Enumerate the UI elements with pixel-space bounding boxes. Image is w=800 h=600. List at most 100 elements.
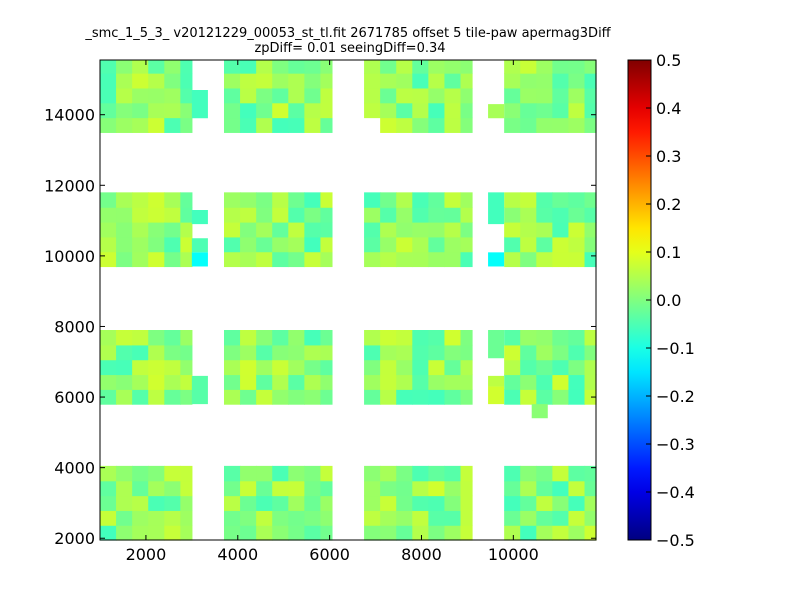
heatmap-cell [536, 87, 553, 104]
heatmap-cells [100, 60, 597, 541]
heatmap-cell [224, 330, 241, 346]
heatmap-cell [320, 87, 333, 104]
heatmap-cell [320, 525, 333, 541]
heatmap-cell [364, 222, 381, 238]
heatmap-cell [100, 251, 117, 268]
heatmap-cell [380, 359, 397, 376]
heatmap-cell [412, 480, 429, 497]
heatmap-cell [568, 222, 586, 238]
heatmap-cell [164, 465, 181, 482]
heatmap-cell [116, 330, 133, 346]
heatmap-cell [520, 236, 537, 253]
heatmap-cell [428, 87, 446, 104]
heatmap-cell [412, 510, 429, 526]
heatmap-cell [288, 465, 305, 482]
heatmap-cell [584, 207, 597, 223]
heatmap-cell [224, 251, 241, 268]
heatmap-cell [132, 330, 149, 346]
heatmap-cell [396, 87, 413, 104]
heatmap-cell [100, 480, 117, 497]
colorbar-tick-label: 0.1 [656, 243, 681, 262]
heatmap-cell [320, 117, 333, 133]
heatmap-cell [256, 465, 273, 482]
heatmap-cell [100, 510, 117, 526]
heatmap-cell [132, 73, 149, 89]
heatmap-cell [272, 236, 289, 253]
heatmap-cell [396, 389, 413, 405]
heatmap-cell [304, 236, 322, 253]
heatmap-cell [272, 87, 289, 104]
heatmap-cell [568, 510, 586, 526]
heatmap-cell [272, 389, 289, 405]
heatmap-cell [240, 207, 257, 223]
heatmap-cell [444, 102, 462, 119]
heatmap-cell [568, 87, 586, 104]
heatmap-cell [488, 386, 505, 405]
heatmap-cell [116, 389, 133, 405]
heatmap-cell [240, 330, 257, 346]
heatmap-cell [288, 495, 305, 511]
heatmap-cell [460, 251, 473, 268]
heatmap-cell [116, 510, 133, 526]
heatmap-cell [444, 389, 462, 405]
heatmap-cell [568, 117, 586, 133]
heatmap-cell [304, 344, 322, 361]
heatmap-cell [164, 495, 181, 511]
heatmap-cell [240, 60, 257, 74]
colorbar [628, 60, 651, 540]
heatmap-cell [396, 102, 413, 119]
heatmap-cell [304, 330, 322, 346]
heatmap-cell [568, 525, 586, 541]
heatmap-cell [164, 389, 181, 405]
heatmap-cell [320, 465, 333, 482]
y-tick-label: 8000 [54, 317, 95, 336]
heatmap-cell [460, 465, 473, 482]
heatmap-cell [272, 60, 289, 74]
heatmap-cell [520, 495, 537, 511]
heatmap-cell [552, 389, 570, 405]
heatmap-cell [100, 465, 117, 482]
heatmap-cell [116, 236, 133, 253]
heatmap-cell [364, 389, 381, 405]
heatmap-cell [412, 222, 429, 238]
heatmap-cell [568, 465, 586, 482]
heatmap-cell [100, 73, 117, 89]
heatmap-cell [116, 102, 133, 119]
heatmap-cell [224, 525, 241, 541]
heatmap-cell [224, 389, 241, 405]
heatmap-cell [164, 87, 181, 104]
heatmap-cell [444, 60, 462, 74]
heatmap-cell [100, 525, 117, 541]
heatmap-cell [116, 192, 133, 208]
heatmap-cell [488, 192, 505, 225]
heatmap-cell [256, 330, 273, 346]
heatmap-cell [444, 87, 462, 104]
heatmap-cell [240, 87, 257, 104]
heatmap-cell [568, 251, 586, 268]
heatmap-cell [288, 207, 305, 223]
heatmap-cell [380, 465, 397, 482]
heatmap-cell [504, 480, 521, 497]
heatmap-cell [444, 344, 462, 361]
heatmap-cell [288, 330, 305, 346]
heatmap-cell [396, 525, 413, 541]
heatmap-cell [396, 222, 413, 238]
heatmap-cell [568, 389, 586, 405]
heatmap-cell [396, 236, 413, 253]
heatmap-cell [272, 330, 289, 346]
colorbar-tick-label: 0.4 [656, 99, 681, 118]
heatmap-cell [460, 117, 473, 133]
heatmap-cell [412, 389, 429, 405]
heatmap-cell [412, 495, 429, 511]
heatmap-cell [304, 480, 322, 497]
heatmap-cell [240, 73, 257, 89]
heatmap-cell [552, 102, 570, 119]
heatmap-cell [568, 480, 586, 497]
heatmap-cell [272, 222, 289, 238]
heatmap-cell [536, 465, 553, 482]
heatmap-cell [531, 404, 548, 419]
heatmap-cell [536, 495, 553, 511]
heatmap-cell [100, 192, 117, 208]
heatmap-cell [520, 510, 537, 526]
heatmap-cell [488, 330, 505, 359]
